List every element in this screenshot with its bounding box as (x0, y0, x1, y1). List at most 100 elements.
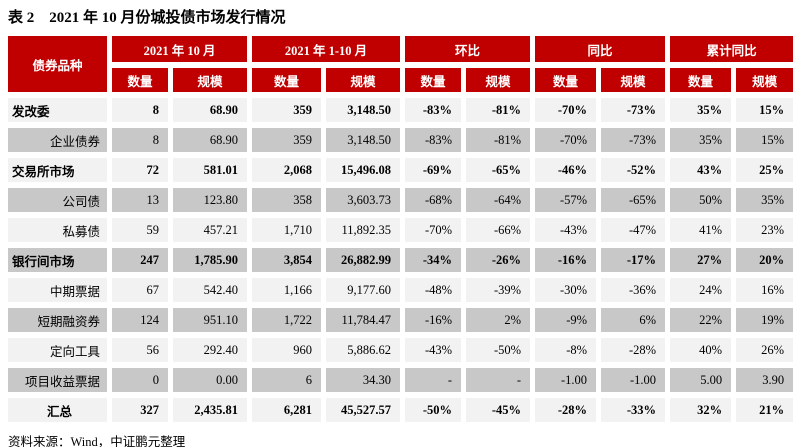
cell: 25% (736, 158, 794, 182)
cell: 15% (736, 98, 794, 122)
cell: 26% (736, 338, 794, 362)
cell: 2,068 (252, 158, 322, 182)
cell: 2,435.81 (173, 398, 248, 422)
cell: -66% (466, 218, 531, 242)
cell: 26,882.99 (326, 248, 401, 272)
cell: 1,785.90 (173, 248, 248, 272)
table-row: 中期票据 67 542.40 1,166 9,177.60 -48% -39% -30% -36… (8, 278, 794, 302)
row-label: 银行间市场 (8, 248, 107, 272)
cell: -43% (535, 218, 597, 242)
cell: 11,784.47 (326, 308, 401, 332)
cell: -57% (535, 188, 597, 212)
cell: 5.00 (670, 368, 732, 392)
cell: 72 (112, 158, 168, 182)
cell: 0.00 (173, 368, 248, 392)
cell: 15% (736, 128, 794, 152)
cell: 359 (252, 98, 322, 122)
group-header-mom: 环比 (405, 36, 531, 62)
cell: 19% (736, 308, 794, 332)
cell: -16% (405, 308, 462, 332)
cell: -65% (601, 188, 666, 212)
cell: 67 (112, 278, 168, 302)
cell: 2% (466, 308, 531, 332)
cell: -64% (466, 188, 531, 212)
col-header-scale: 规模 (326, 68, 401, 92)
cell: -70% (535, 98, 597, 122)
cell: -69% (405, 158, 462, 182)
col-header-scale: 规模 (601, 68, 666, 92)
cell: -28% (535, 398, 597, 422)
cell: 43% (670, 158, 732, 182)
cell: -65% (466, 158, 531, 182)
cell: 68.90 (173, 98, 248, 122)
cell: 542.40 (173, 278, 248, 302)
cell: -73% (601, 98, 666, 122)
cell: -81% (466, 128, 531, 152)
table-row: 汇总 327 2,435.81 6,281 45,527.57 -50% -45% -28% -… (8, 398, 794, 422)
cell: 15,496.08 (326, 158, 401, 182)
col-header-scale: 规模 (736, 68, 794, 92)
cell: 9,177.60 (326, 278, 401, 302)
col-header-count: 数量 (535, 68, 597, 92)
cell: 8 (112, 98, 168, 122)
cell: 960 (252, 338, 322, 362)
header-group-row: 债券品种 2021 年 10 月 2021 年 1-10 月 环比 同比 累计同… (8, 36, 794, 92)
table-row: 私募债 59 457.21 1,710 11,892.35 -70% -66% -43% -47… (8, 218, 794, 242)
cell: 358 (252, 188, 322, 212)
cell: -45% (466, 398, 531, 422)
row-label: 发改委 (8, 98, 107, 122)
cell: 3,148.50 (326, 98, 401, 122)
cell: -70% (405, 218, 462, 242)
cell: 22% (670, 308, 732, 332)
cell: 3.90 (736, 368, 794, 392)
table-row: 公司债 13 123.80 358 3,603.73 -68% -64% -57% -65% 50… (8, 188, 794, 212)
cell: 292.40 (173, 338, 248, 362)
cell: -83% (405, 98, 462, 122)
cell: -50% (466, 338, 531, 362)
row-label: 交易所市场 (8, 158, 107, 182)
cell: 1,710 (252, 218, 322, 242)
cell: -39% (466, 278, 531, 302)
col-header-bond-type: 债券品种 (8, 36, 107, 92)
cell: 16% (736, 278, 794, 302)
cell: -17% (601, 248, 666, 272)
cell: 6 (252, 368, 322, 392)
table-row: 项目收益票据 0 0.00 6 34.30- - -1.00 -1.00 5.00 3.90 (8, 368, 794, 392)
cell: 27% (670, 248, 732, 272)
source-note: 资料来源：Wind，中证鹏元整理 (8, 435, 186, 447)
col-header-scale: 规模 (173, 68, 248, 92)
cell: 123.80 (173, 188, 248, 212)
row-label: 汇总 (8, 398, 107, 422)
table-row: 银行间市场 247 1,785.90 3,854 26,882.99 -34% -26% -1… (8, 248, 794, 272)
cell: 581.01 (173, 158, 248, 182)
cell: 32% (670, 398, 732, 422)
cell: -1.00 (535, 368, 597, 392)
group-header-2021-10: 2021 年 10 月 (112, 36, 248, 62)
cell: -1.00 (601, 368, 666, 392)
cell: - (405, 368, 462, 392)
bond-issuance-table: 债券品种 2021 年 10 月 2021 年 1-10 月 环比 同比 累计同… (3, 30, 798, 428)
cell: 45,527.57 (326, 398, 401, 422)
cell: 50% (670, 188, 732, 212)
cell: 23% (736, 218, 794, 242)
cell: -9% (535, 308, 597, 332)
table-row: 短期融资券 124 951.10 1,722 11,784.47 -16% 2% -9% 6% 2… (8, 308, 794, 332)
row-label: 定向工具 (8, 338, 107, 362)
cell: 20% (736, 248, 794, 272)
cell: -48% (405, 278, 462, 302)
cell: 457.21 (173, 218, 248, 242)
cell: 359 (252, 128, 322, 152)
cell: -46% (535, 158, 597, 182)
cell: -68% (405, 188, 462, 212)
cell: -81% (466, 98, 531, 122)
cell: -8% (535, 338, 597, 362)
header-metric-row: 数量 规模 数量 规模 数量 规模 数量 规模 数量 规模 (8, 68, 794, 92)
cell: 3,603.73 (326, 188, 401, 212)
cell: -28% (601, 338, 666, 362)
col-header-count: 数量 (252, 68, 322, 92)
cell: 35% (670, 98, 732, 122)
cell: 21% (736, 398, 794, 422)
row-label: 短期融资券 (8, 308, 107, 332)
table-container: 债券品种 2021 年 10 月 2021 年 1-10 月 环比 同比 累计同… (3, 30, 803, 428)
row-label: 私募债 (8, 218, 107, 242)
